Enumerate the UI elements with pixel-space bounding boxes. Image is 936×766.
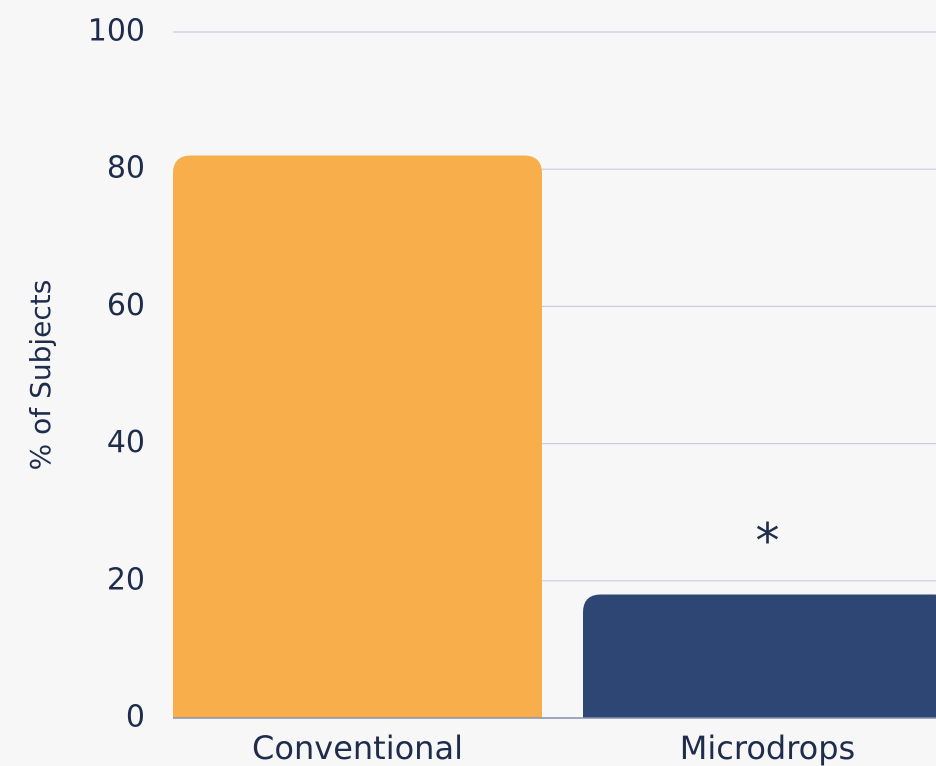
bar (583, 594, 936, 718)
y-tick-label: 80 (107, 151, 145, 186)
y-tick-label: 20 (107, 562, 145, 597)
y-tick-label: 60 (107, 288, 145, 323)
x-tick-label: Microdrops (680, 729, 855, 766)
y-axis-label: % of Subjects (24, 280, 57, 471)
bar (173, 155, 542, 719)
annotation: * (756, 514, 780, 570)
x-tick-label: Conventional (252, 729, 463, 766)
y-tick-label: 0 (126, 700, 145, 735)
y-tick-label: 100 (88, 14, 145, 49)
y-tick-label: 40 (107, 425, 145, 460)
